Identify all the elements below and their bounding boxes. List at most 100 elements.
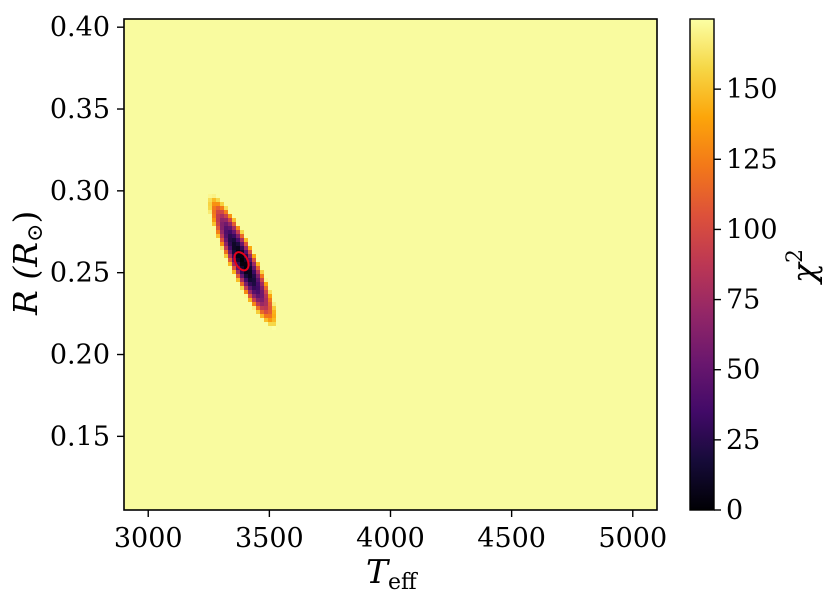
heatmap-cell	[220, 238, 224, 242]
heatmap-cell	[272, 314, 276, 318]
heatmap-cell	[252, 306, 256, 310]
heatmap-cell	[244, 286, 248, 290]
heatmap-cell	[260, 306, 264, 310]
y-tick-label: 0.15	[50, 421, 110, 452]
heatmap-cell	[216, 198, 220, 202]
heatmap-cell	[248, 274, 252, 278]
heatmap-cell	[260, 294, 264, 298]
heatmap-cell	[252, 254, 256, 258]
heatmap-cell	[248, 286, 252, 290]
heatmap-cell	[248, 246, 252, 250]
heatmap-cell	[228, 246, 232, 250]
heatmap-cell	[268, 290, 272, 294]
y-axis: 0.15 0.20 0.25 0.30 0.35 0.40	[50, 12, 124, 452]
heatmap-cell	[244, 250, 248, 254]
heatmap-cell	[224, 238, 228, 242]
y-tick-label: 0.40	[50, 12, 110, 43]
heatmap-cell	[268, 306, 272, 310]
heatmap-cell	[264, 318, 268, 322]
x-tick-label: 3000	[114, 523, 183, 554]
heatmap-cell	[240, 266, 244, 270]
y-axis-label: R (R⊙)	[6, 211, 48, 316]
heatmap-cell	[212, 214, 216, 218]
heatmap-cell	[220, 230, 224, 234]
heatmap-cell	[260, 310, 264, 314]
heatmap-cell	[224, 230, 228, 234]
heatmap-cell	[256, 270, 260, 274]
heatmap-cell	[272, 322, 276, 326]
heatmap-cell	[216, 218, 220, 222]
heatmap-cell	[236, 254, 240, 258]
heatmap-cell	[228, 210, 232, 214]
heatmap-cell	[256, 298, 260, 302]
heatmap-cell	[260, 314, 264, 318]
heatmap-cell	[272, 326, 276, 330]
heatmap-cell	[224, 226, 228, 230]
heatmap-cell	[244, 242, 248, 246]
x-tick-label: 3500	[235, 523, 304, 554]
colorbar-ticks: 0 25 50 75 100 125 150	[714, 74, 778, 526]
heatmap-cell	[244, 294, 248, 298]
heatmap-cell	[228, 222, 232, 226]
heatmap-cell	[256, 262, 260, 266]
heatmap-cell	[256, 266, 260, 270]
heatmap-cell	[256, 274, 260, 278]
heatmap-cell	[244, 266, 248, 270]
heatmap-cell	[228, 254, 232, 258]
heatmap-cell	[248, 250, 252, 254]
x-axis: 3000 3500 4000 4500 5000	[114, 510, 667, 554]
heatmap-cell	[236, 222, 240, 226]
heatmap-cell	[260, 274, 264, 278]
heatmap-cell	[240, 282, 244, 286]
heatmap-cell	[240, 246, 244, 250]
heatmap-cell	[260, 282, 264, 286]
colorbar-gradient	[689, 18, 715, 511]
heatmap-cell	[220, 222, 224, 226]
heatmap-cell	[252, 282, 256, 286]
heatmap-cell	[244, 258, 248, 262]
y-tick-label: 0.35	[50, 94, 110, 125]
heatmap-cell	[252, 266, 256, 270]
colorbar-tick-label: 100	[726, 214, 778, 245]
heatmap-cell	[228, 230, 232, 234]
heatmap-cell	[252, 258, 256, 262]
heatmap-cell	[228, 234, 232, 238]
heatmap-background	[124, 19, 657, 510]
heatmap-cell	[260, 290, 264, 294]
heatmap-cell	[212, 194, 216, 198]
heatmap-cell	[208, 206, 212, 210]
y-tick-label: 0.20	[50, 340, 110, 371]
heatmap-cell	[240, 254, 244, 258]
heatmap-cell	[216, 226, 220, 230]
heatmap-cell	[236, 258, 240, 262]
heatmap-cell	[212, 218, 216, 222]
colorbar-tick-label: 25	[726, 425, 760, 456]
heatmap-cell	[244, 290, 248, 294]
heatmap-cell	[236, 274, 240, 278]
heatmap-cell	[220, 246, 224, 250]
heatmap-cell	[260, 270, 264, 274]
heatmap-cell	[256, 278, 260, 282]
heatmap-cell	[268, 298, 272, 302]
heatmap-cell	[228, 226, 232, 230]
heatmap-cell	[220, 202, 224, 206]
heatmap-cell	[264, 286, 268, 290]
heatmap-cell	[232, 230, 236, 234]
heatmap-cell	[232, 222, 236, 226]
heatmap-cell	[208, 194, 212, 198]
heatmap-cell	[260, 278, 264, 282]
heatmap-cell	[228, 214, 232, 218]
heatmap-cell	[244, 238, 248, 242]
heatmap-cell	[236, 278, 240, 282]
heatmap-cell	[264, 314, 268, 318]
x-tick-label: 5000	[598, 523, 667, 554]
colorbar-label: χ2	[783, 249, 823, 285]
heatmap-cell	[248, 290, 252, 294]
heatmap-cell	[256, 302, 260, 306]
heatmap-cell	[212, 202, 216, 206]
heatmap-cell	[224, 214, 228, 218]
heatmap-cell	[224, 246, 228, 250]
heatmap-cell	[212, 226, 216, 230]
heatmap-cell	[264, 306, 268, 310]
